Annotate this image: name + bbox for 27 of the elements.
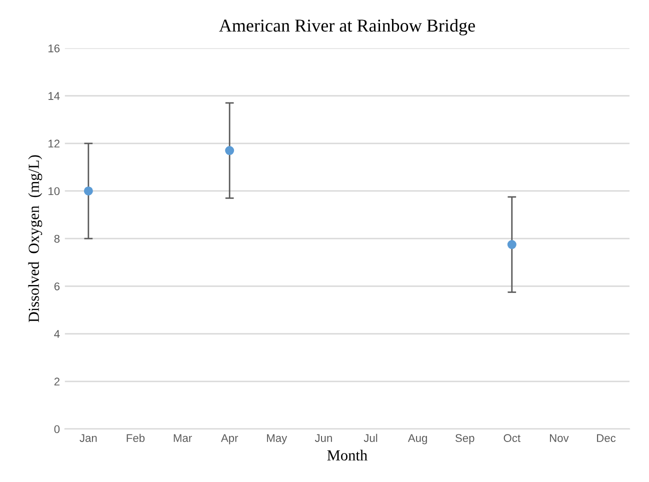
x-tick-label: Sep [455,434,474,444]
x-tick-label: Dec [597,434,616,442]
x-tick-label: May [267,434,288,444]
x-tick-label: Aug [408,434,427,444]
point [507,240,516,250]
x-tick-label: Jun [314,434,332,442]
y-tick-label: 2 [54,378,60,386]
y-axis-title: Dissolved Oxygen (mg/L) [28,155,42,322]
x-axis-title: Month [327,450,368,461]
y-tick-label: 12 [48,140,60,148]
y-tick-label: 0 [54,425,60,434]
point [225,146,234,156]
point [84,186,93,196]
x-tick-label: Mar [174,434,192,442]
y-tick-label: 14 [48,92,60,100]
y-tick-label: 4 [54,330,60,338]
x-tick-label: Oct [504,434,520,442]
y-tick-label: 16 [48,44,60,52]
y-tick-label: 8 [54,234,60,243]
chart-title: American River at Rainbow Bridge [219,19,475,36]
x-tick-label: Jan [80,434,97,442]
x-tick-label: Jul [364,434,378,442]
y-tick-label: 10 [48,187,60,196]
x-tick-label: Apr [220,434,238,444]
x-tick-label: Feb [126,434,145,442]
x-tick-label: Nov [550,434,569,442]
y-tick-label: 6 [54,282,60,290]
